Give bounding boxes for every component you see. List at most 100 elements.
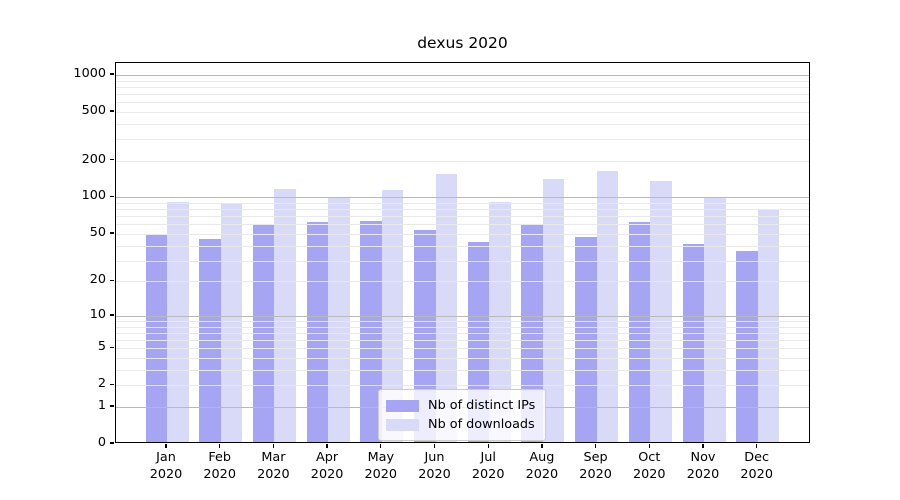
x-axis-label: Mar 2020 [257,450,290,482]
legend-swatch-downloads [386,418,419,431]
minor-gridline [116,260,809,262]
x-axis-tick [433,444,436,448]
minor-gridline [116,233,809,235]
y-axis-tick [110,159,114,161]
x-axis-label: May 2020 [364,450,398,482]
y-axis-label: 500 [81,102,106,118]
major-gridline [116,315,809,317]
bar-distinct-ips [682,243,704,442]
major-gridline [116,74,809,76]
bar-distinct-ips [736,250,758,442]
y-axis-tick [110,110,114,112]
legend-label-downloads: Nb of downloads [428,417,535,432]
x-axis-label: Jun 2020 [418,450,451,482]
bar-distinct-ips [145,234,167,442]
minor-gridline [116,245,809,247]
y-axis-tick [110,279,114,282]
legend-item-downloads: Nb of downloads [386,415,537,434]
x-axis-label: Feb 2020 [203,450,236,482]
bar-downloads [489,202,511,442]
minor-gridline [116,86,809,88]
minor-gridline [116,111,809,113]
minor-gridline [116,209,809,211]
minor-gridline [116,203,809,205]
legend-item-distinct-ips: Nb of distinct IPs [386,396,537,415]
minor-gridline [116,358,809,360]
x-axis-tick [702,444,704,448]
y-axis-tick [110,314,114,316]
minor-gridline [116,332,809,334]
minor-gridline [116,123,809,125]
bar-distinct-ips [628,221,651,442]
y-axis-label: 2 [97,376,106,392]
minor-gridline [116,224,809,226]
legend: Nb of distinct IPs Nb of downloads [378,389,546,441]
legend-label-distinct-ips: Nb of distinct IPs [428,398,536,413]
y-axis-tick [110,442,114,444]
x-axis-label: Aug 2020 [525,450,559,482]
bar-downloads [435,174,457,442]
y-axis-tick [110,405,114,407]
y-axis-label: 0 [97,435,106,450]
x-axis-tick [219,444,221,448]
y-axis-label: 1000 [73,65,106,81]
minor-gridline [116,369,809,371]
bar-downloads [757,208,780,442]
grid-layer [116,63,809,442]
minor-gridline [116,340,809,342]
bars-layer [116,63,809,442]
bar-downloads [596,170,619,442]
x-axis-label: Jan 2020 [149,450,183,482]
bar-downloads [220,202,243,442]
minor-gridline [116,216,809,218]
x-axis-tick [487,444,489,448]
y-axis-label: 200 [81,151,106,167]
x-axis-tick [272,444,275,448]
y-axis-tick [110,346,114,348]
x-axis-tick [648,444,650,448]
x-axis-tick [165,444,167,448]
major-gridline [116,197,809,199]
bar-downloads [274,189,296,442]
plot-area [115,62,810,443]
x-axis-label: Dec 2020 [740,450,773,482]
x-axis-tick [380,444,382,448]
chart-title: dexus 2020 [417,34,508,52]
x-axis-tick [326,444,328,448]
bar-downloads [704,198,726,442]
x-axis-tick [541,444,543,448]
bar-downloads [328,198,350,442]
bar-downloads [542,179,565,442]
y-axis-label: 10 [89,306,106,322]
x-axis-tick [594,444,597,448]
x-axis-label: Nov 2020 [686,450,720,482]
x-axis-label: Oct 2020 [633,450,666,482]
x-axis-label: Sep 2020 [579,450,612,482]
minor-gridline [116,321,809,322]
bar-distinct-ips [306,221,329,442]
minor-gridline [116,139,809,141]
bar-distinct-ips [575,237,597,442]
y-axis-tick [110,232,114,234]
y-axis-label: 100 [81,188,106,204]
minor-gridline [116,326,809,328]
minor-gridline [116,348,809,350]
y-axis-tick [110,73,114,75]
x-axis-label: Jul 2020 [471,450,505,482]
y-axis-label: 50 [89,224,106,240]
y-axis-tick [110,383,114,385]
y-axis-label: 1 [97,397,106,413]
minor-gridline [116,102,809,104]
y-axis-label: 20 [89,272,106,288]
y-axis-tick [110,195,114,198]
legend-swatch-distinct-ips [386,399,419,412]
x-axis-tick [756,444,758,448]
bar-distinct-ips [414,229,436,442]
y-axis-label: 5 [97,339,106,355]
minor-gridline [116,80,809,82]
minor-gridline [116,93,809,95]
x-axis-label: Apr 2020 [310,450,344,482]
minor-gridline [116,160,809,162]
bar-distinct-ips [360,220,382,442]
